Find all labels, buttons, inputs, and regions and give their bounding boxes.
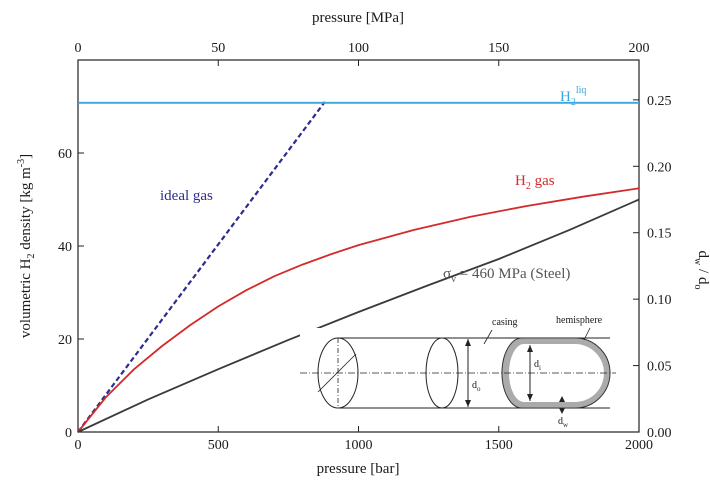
hemisphere-label: hemisphere [556, 315, 603, 326]
y-left-axis-title: volumetric H2 density [kg m-3] [16, 154, 37, 338]
y-right-tick-label: 0.00 [647, 426, 672, 441]
h2-gas-line [77, 187, 640, 433]
x-bottom-tick-label: 1500 [485, 438, 513, 453]
y-left-tick-label: 0 [65, 426, 72, 441]
y-right-tick-label: 0.15 [647, 227, 672, 242]
series-layer [77, 101, 640, 433]
h2-gas-label: H2 gas [515, 173, 555, 192]
x-top-tick-label: 100 [348, 41, 369, 56]
y-right-axis-title: dw / do [692, 251, 710, 290]
x-bottom-tick-label: 500 [208, 438, 229, 453]
bottom-axis-ticks: 0 500 1000 1500 2000 [75, 426, 653, 453]
y-right-tick-label: 0.10 [647, 293, 672, 308]
x-top-tick-label: 50 [211, 41, 225, 56]
ideal-gas-label: ideal gas [160, 188, 213, 204]
x-top-tick-label: 200 [629, 41, 650, 56]
y-right-tick-label: 0.20 [647, 160, 672, 175]
vessel-schematic: casing hemisphere di do dw [300, 315, 630, 429]
x-top-tick-label: 0 [75, 41, 82, 56]
h2-liquid-label: H2liq [560, 85, 586, 108]
top-axis-ticks: 0 50 100 150 200 [75, 41, 650, 66]
y-left-tick-label: 40 [58, 240, 72, 255]
x-bottom-tick-label: 1000 [345, 438, 373, 453]
y-left-tick-label: 20 [58, 333, 72, 348]
ideal-gas-line [77, 101, 326, 433]
y-right-tick-label: 0.05 [647, 360, 672, 375]
steel-label: σv = 460 MPa (Steel) [443, 266, 570, 285]
hemisphere-wall [502, 338, 610, 408]
casing-label: casing [492, 317, 518, 328]
x-bottom-tick-label: 0 [75, 438, 82, 453]
x-top-axis-title: pressure [MPa] [312, 10, 404, 26]
steel-limit-line [77, 198, 640, 433]
right-axis-ticks: 0.00 0.05 0.10 0.15 0.20 0.25 [633, 94, 672, 441]
x-bottom-tick-label: 2000 [625, 438, 653, 453]
y-right-tick-label: 0.25 [647, 94, 672, 109]
do-label: do [472, 380, 481, 393]
di-label: di [534, 359, 541, 372]
dw-label: dw [558, 416, 569, 429]
x-top-tick-label: 150 [488, 41, 509, 56]
left-axis-ticks: 0 20 40 60 [58, 147, 84, 441]
x-bottom-axis-title: pressure [bar] [317, 461, 400, 477]
y-left-tick-label: 60 [58, 147, 72, 162]
